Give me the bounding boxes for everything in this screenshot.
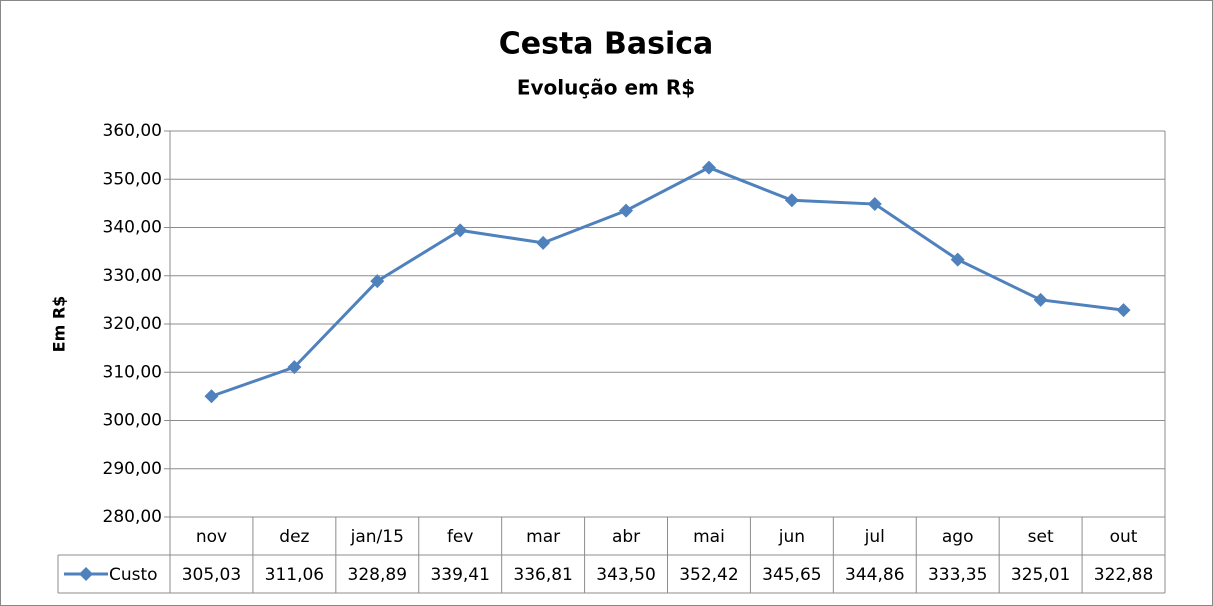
point-marker bbox=[784, 193, 799, 208]
point-marker bbox=[1033, 292, 1048, 307]
x-tick-label: out bbox=[1110, 527, 1138, 547]
table-value: 322,88 bbox=[1094, 565, 1153, 585]
table-value: 344,86 bbox=[845, 565, 904, 585]
y-tick-label: 320,00 bbox=[103, 314, 162, 334]
x-tick-label: mar bbox=[526, 527, 560, 547]
chart-title: Cesta Basica bbox=[499, 27, 714, 62]
point-marker bbox=[867, 197, 882, 212]
x-tick-label: mai bbox=[693, 527, 725, 547]
chart-subtitle: Evolução em R$ bbox=[517, 76, 695, 100]
table-value: 325,01 bbox=[1011, 565, 1070, 585]
x-tick-label: fev bbox=[447, 527, 474, 547]
y-tick-label: 360,00 bbox=[103, 121, 162, 141]
y-tick-label: 310,00 bbox=[103, 362, 162, 382]
x-tick-label: set bbox=[1028, 527, 1054, 547]
y-tick-label: 290,00 bbox=[103, 459, 162, 479]
x-tick-label: abr bbox=[612, 527, 640, 547]
point-marker bbox=[370, 274, 385, 289]
table-value: 352,42 bbox=[679, 565, 738, 585]
y-tick-label: 300,00 bbox=[103, 411, 162, 431]
x-tick-label: jan/15 bbox=[350, 527, 404, 547]
point-marker bbox=[619, 203, 634, 218]
point-marker bbox=[1116, 303, 1131, 318]
legend-label: Custo bbox=[109, 565, 158, 585]
point-marker bbox=[287, 360, 302, 375]
x-tick-label: ago bbox=[942, 527, 974, 547]
y-axis-title: Em R$ bbox=[50, 296, 69, 353]
point-marker bbox=[950, 252, 965, 267]
table-value: 336,81 bbox=[513, 565, 572, 585]
legend-marker bbox=[79, 567, 93, 581]
x-tick-label: dez bbox=[279, 527, 309, 547]
point-marker bbox=[701, 160, 716, 175]
table-value: 311,06 bbox=[265, 565, 324, 585]
point-marker bbox=[204, 389, 219, 404]
y-tick-label: 340,00 bbox=[103, 218, 162, 238]
table-value: 305,03 bbox=[182, 565, 241, 585]
x-tick-label: jun bbox=[778, 527, 805, 547]
x-tick-label: nov bbox=[196, 527, 227, 547]
table-value: 328,89 bbox=[348, 565, 407, 585]
y-tick-label: 280,00 bbox=[103, 507, 162, 527]
table-value: 333,35 bbox=[928, 565, 987, 585]
y-tick-label: 330,00 bbox=[103, 266, 162, 286]
table-value: 343,50 bbox=[596, 565, 655, 585]
series-line bbox=[210, 165, 1124, 398]
point-marker bbox=[453, 223, 468, 238]
table-value: 345,65 bbox=[762, 565, 821, 585]
point-marker bbox=[536, 235, 551, 250]
x-tick-label: jul bbox=[864, 527, 885, 547]
y-tick-label: 350,00 bbox=[103, 169, 162, 189]
table-value: 339,41 bbox=[430, 565, 489, 585]
